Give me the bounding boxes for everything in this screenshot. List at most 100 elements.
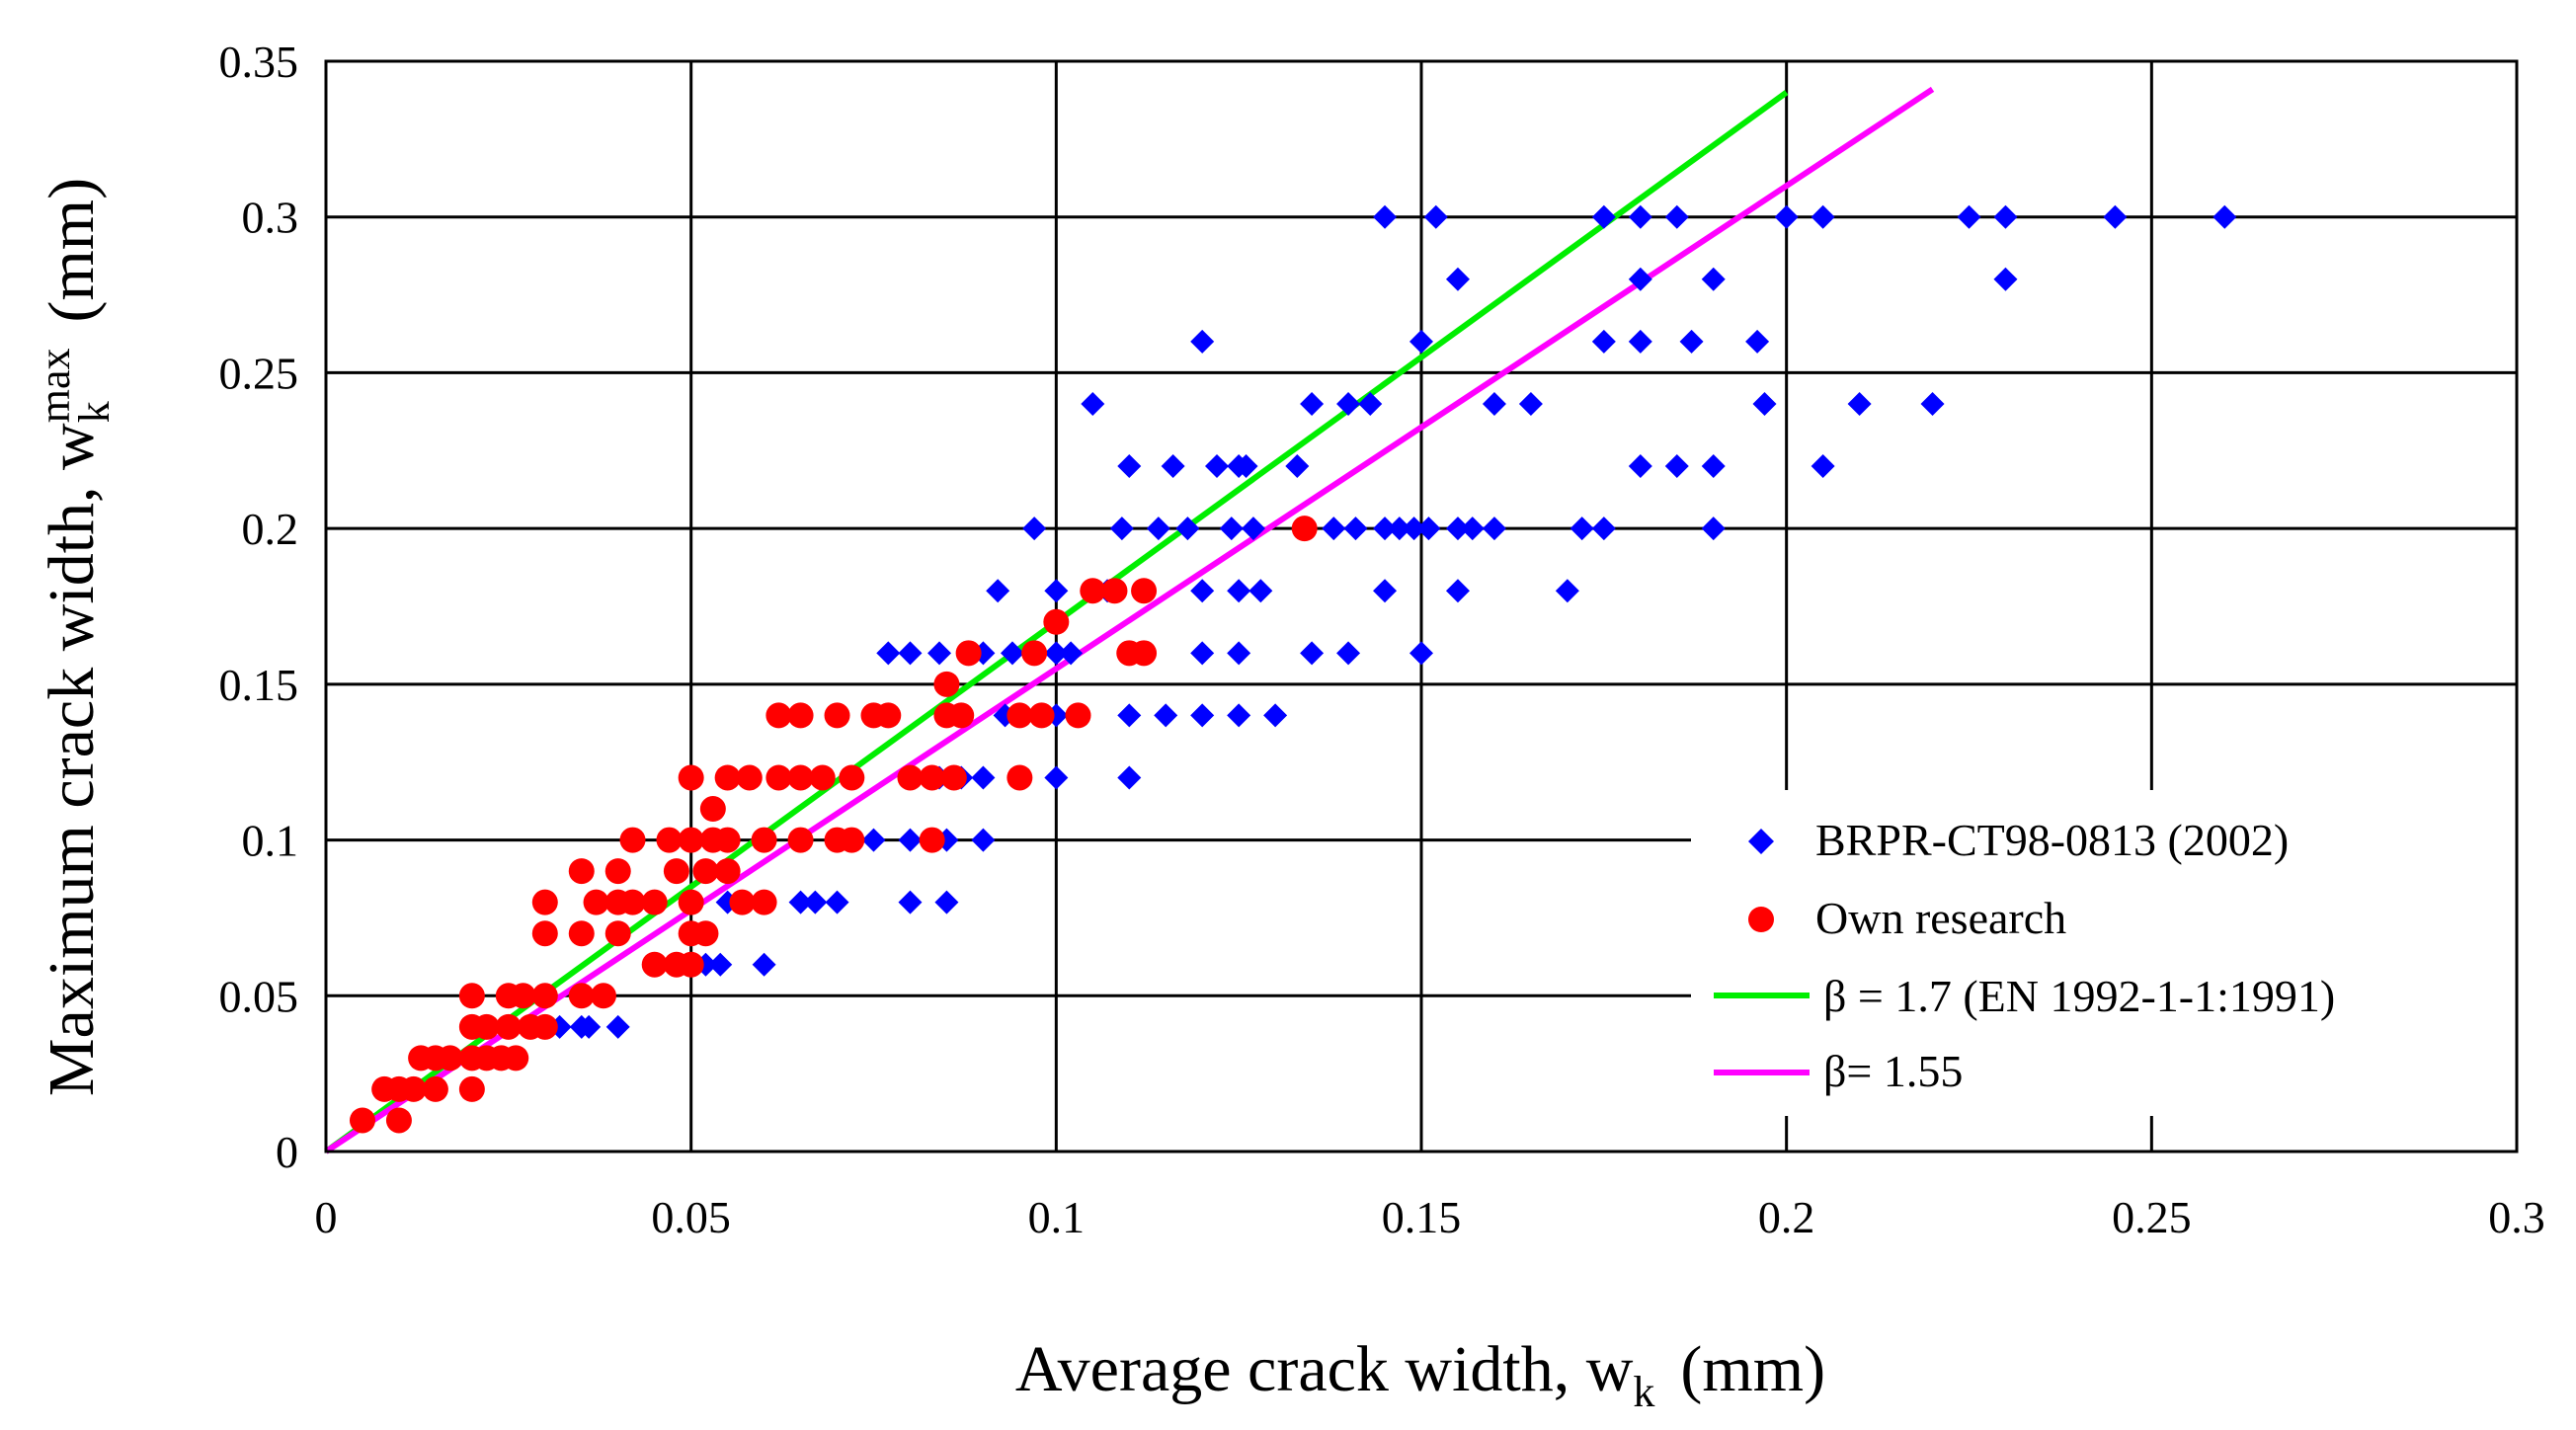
own-research-data-point (955, 640, 982, 667)
own-research-data-point (919, 827, 945, 853)
brpr-data-point (1387, 516, 1411, 541)
own-research-data-point (839, 827, 865, 853)
y-axis-title-sup: max (31, 349, 79, 424)
y-axis-title-main: Maximum crack width, w (36, 423, 108, 1096)
brpr-data-point (1518, 391, 1543, 416)
brpr-data-point (1300, 391, 1325, 416)
own-research-data-point (1028, 702, 1055, 729)
brpr-data-point (1117, 765, 1142, 790)
brpr-data-point (1044, 765, 1069, 790)
own-research-data-point (473, 1013, 500, 1040)
own-research-data-point (568, 920, 595, 947)
own-research-data-point (385, 1107, 412, 1134)
brpr-data-point (1109, 516, 1134, 541)
brpr-data-point (1190, 579, 1215, 603)
own-research-data-point (531, 983, 558, 1009)
brpr-data-point (1117, 454, 1142, 479)
own-research-data-point (1131, 578, 1158, 604)
own-research-data-point (656, 827, 683, 853)
brpr-data-point (1154, 703, 1178, 728)
legend-marker-own (1748, 907, 1774, 932)
brpr-data-point (1373, 204, 1398, 229)
own-research-data-point (1006, 702, 1033, 729)
fit-line-beta-1-55 (324, 86, 1935, 1154)
own-research-data-point (400, 1075, 427, 1102)
x-axis-title: Average crack width, wk (mm) (1015, 1333, 1825, 1416)
own-research-data-point (897, 764, 924, 791)
own-research-data-point (765, 702, 792, 729)
own-research-data-point (1101, 578, 1128, 604)
brpr-data-point (1701, 454, 1726, 479)
own-research-data-point (919, 764, 945, 791)
own-research-data-point (751, 827, 777, 853)
brpr-data-point (1227, 703, 1251, 728)
brpr-data-point (1343, 516, 1368, 541)
own-research-data-point (422, 1075, 448, 1102)
brpr-data-point (1591, 204, 1616, 229)
brpr-data-point (1146, 516, 1170, 541)
brpr-data-point (1570, 516, 1594, 541)
own-research-data-point (349, 1107, 375, 1134)
brpr-data-point (1460, 516, 1485, 541)
legend-label-own: Own research (1815, 893, 2066, 943)
y-tick-label: 0.1 (242, 816, 299, 866)
own-research-data-point (765, 764, 792, 791)
own-research-data-point (1043, 608, 1070, 635)
own-research-data-point (590, 983, 616, 1009)
brpr-data-point (1847, 391, 1872, 416)
legend-label-brpr: BRPR-CT98-0813 (2002) (1815, 815, 2289, 865)
y-tick-label: 0.15 (219, 660, 299, 710)
brpr-data-point (1000, 641, 1024, 666)
own-research-data-point (437, 1045, 463, 1072)
x-tick-label: 0.2 (1758, 1192, 1815, 1242)
brpr-data-point (1234, 454, 1258, 479)
y-tick-label: 0.05 (219, 971, 299, 1021)
x-tick-label: 0.05 (651, 1192, 731, 1242)
own-research-data-point (809, 764, 836, 791)
brpr-data-point (1227, 641, 1251, 666)
brpr-data-point (1190, 329, 1215, 354)
own-research-data-point (619, 827, 646, 853)
brpr-data-point (1445, 267, 1470, 291)
brpr-data-point (1811, 454, 1835, 479)
brpr-data-point (1811, 204, 1835, 229)
own-research-data-point (787, 702, 814, 729)
brpr-data-point (788, 890, 813, 914)
own-research-data-point (714, 858, 741, 885)
brpr-data-point (1409, 641, 1433, 666)
own-research-data-point (751, 889, 777, 915)
own-research-data-point (531, 920, 558, 947)
legend: BRPR-CT98-0813 (2002) Own research β = 1… (1691, 790, 2521, 1116)
brpr-data-point (1373, 579, 1398, 603)
brpr-data-point (1336, 391, 1361, 416)
own-research-data-point (1006, 764, 1033, 791)
brpr-data-point (1241, 516, 1265, 541)
own-research-data-point (619, 889, 646, 915)
own-research-data-point (495, 1013, 522, 1040)
brpr-data-point (577, 1014, 602, 1039)
brpr-data-point (1482, 391, 1506, 416)
own-research-data-point (641, 951, 668, 978)
own-research-data-point (678, 827, 704, 853)
own-research-data-point (948, 702, 975, 729)
own-research-data-point (663, 858, 689, 885)
own-research-data-point (1021, 640, 1048, 667)
own-research-data-point (933, 671, 960, 697)
own-research-data-point (787, 827, 814, 853)
plot-frame (324, 59, 2519, 1153)
brpr-data-point (1774, 204, 1799, 229)
y-axis-title-sub: k (70, 401, 119, 423)
own-research-data-point (824, 702, 850, 729)
own-research-data-point (510, 983, 536, 1009)
x-tick-label: 0 (315, 1192, 338, 1242)
y-axis-title: Maximum crack width, wkmax (mm) (31, 178, 119, 1096)
brpr-data-point (1117, 703, 1142, 728)
brpr-data-point (1445, 579, 1470, 603)
x-axis-title-unit: (mm) (1680, 1333, 1825, 1405)
brpr-data-point (1190, 641, 1215, 666)
own-research-data-point (699, 796, 726, 823)
brpr-data-point (1022, 516, 1047, 541)
brpr-data-point (1745, 329, 1770, 354)
